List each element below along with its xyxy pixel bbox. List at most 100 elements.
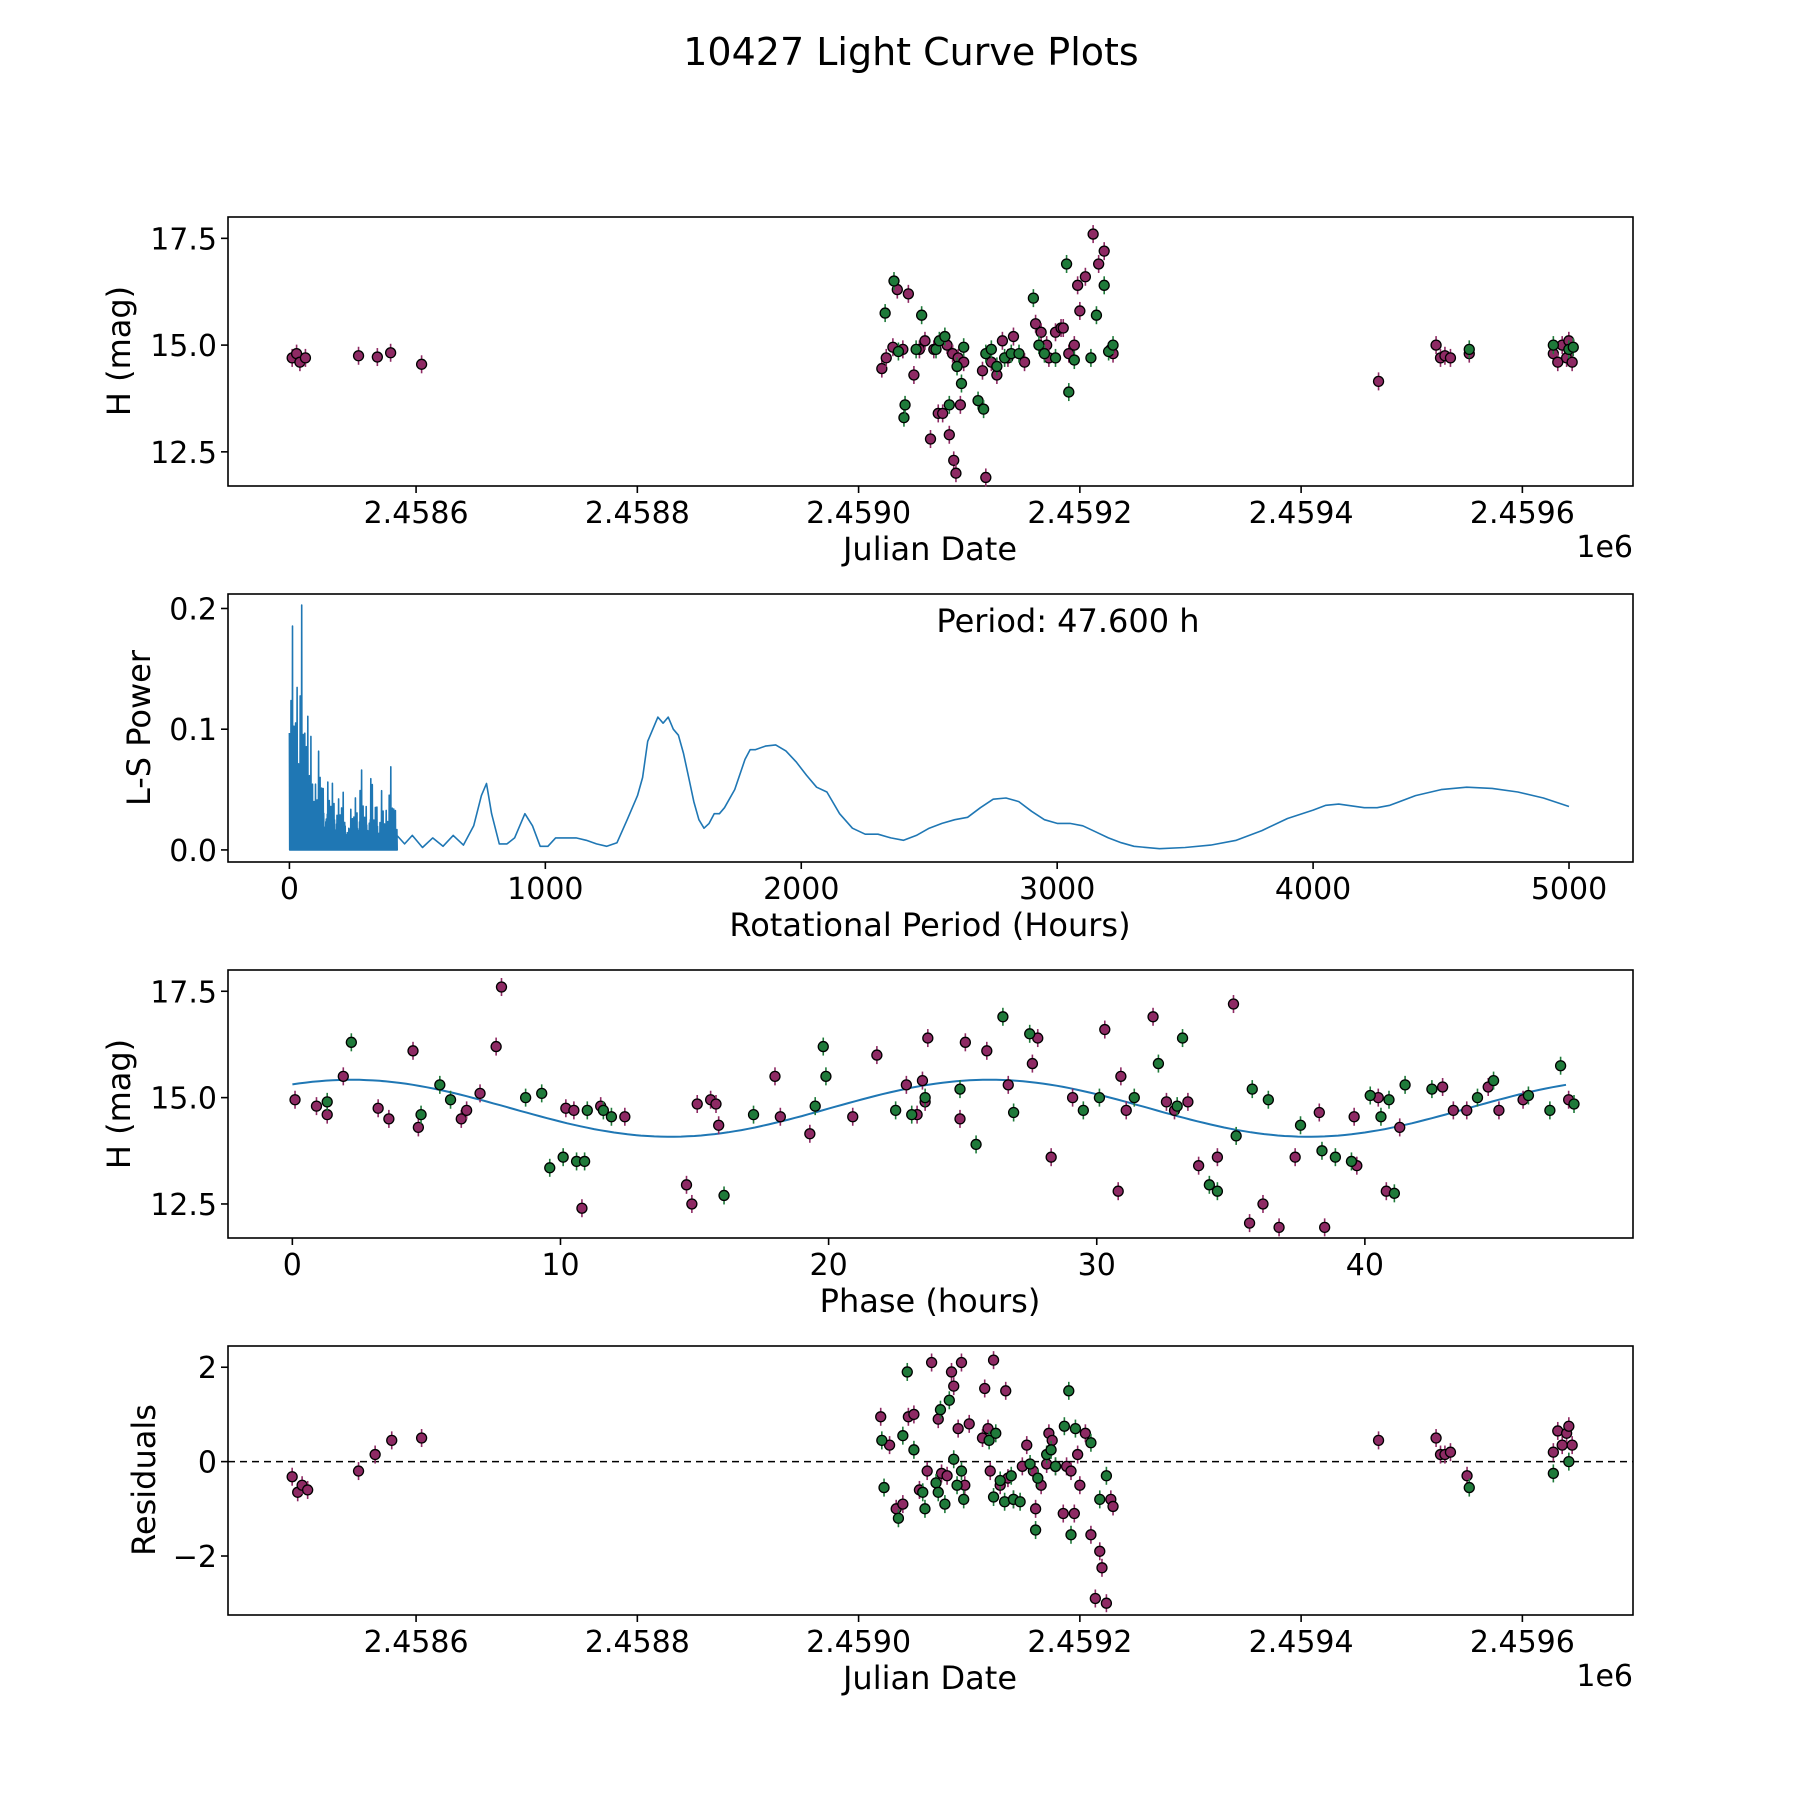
folded-point-purple — [1447, 1104, 1460, 1117]
lightcurve-point-purple — [902, 288, 915, 300]
lightcurve-xtick-label: 2.4594 — [1249, 496, 1354, 531]
residuals-xtick-label: 2.4586 — [364, 1625, 469, 1660]
residuals-point-purple — [369, 1448, 381, 1461]
residuals-points — [228, 1351, 1633, 1613]
lightcurve-point-purple — [1057, 322, 1069, 334]
residuals-xtick-label: 2.4592 — [1027, 1625, 1132, 1660]
residuals-point-purple — [286, 1471, 298, 1483]
residuals-point-purple — [941, 1470, 953, 1482]
folded-point-green — [519, 1091, 532, 1104]
lightcurve-point-green — [892, 345, 905, 358]
residuals-panel: 2.4586 2.4588 2.4590 2.4592 2.4594 2.4596−202… — [125, 1345, 1634, 1697]
folded-point-green — [970, 1138, 982, 1151]
residuals-point-purple — [1079, 1427, 1092, 1439]
residuals-point-purple — [955, 1356, 968, 1369]
folded-point-green — [1568, 1098, 1580, 1110]
residuals-point-purple — [1563, 1420, 1575, 1432]
folded-point-green — [1375, 1111, 1387, 1123]
folded-xtick-label: 40 — [1346, 1248, 1384, 1283]
lightcurve-point-purple — [948, 454, 960, 467]
lightcurve-point-purple — [1035, 326, 1047, 338]
folded-point-green — [1246, 1083, 1258, 1095]
residuals-point-purple — [952, 1422, 964, 1435]
residuals-point-purple — [987, 1354, 1000, 1366]
lightcurve-point-purple — [950, 467, 962, 479]
folded-point-green — [1399, 1079, 1411, 1091]
residuals-point-green — [951, 1479, 963, 1491]
folded-point-purple — [1160, 1096, 1173, 1108]
residuals-ytick-label: 0 — [198, 1446, 217, 1481]
residuals-point-green — [1085, 1437, 1097, 1449]
residuals-offset-text: 1e6 — [1576, 1659, 1633, 1694]
lightcurve-xtick-label: 2.4592 — [1027, 496, 1132, 531]
folded-point-purple — [1112, 1185, 1124, 1197]
lightcurve-point-green — [1068, 354, 1080, 366]
periodogram-xtick-label: 2000 — [763, 872, 839, 907]
lightcurve-point-purple — [937, 407, 949, 420]
folded-point-purple — [847, 1111, 859, 1123]
residuals-point-purple — [945, 1366, 958, 1378]
lightcurve-axes-frame — [227, 216, 1634, 487]
folded-point-purple — [1493, 1104, 1505, 1117]
folded-point-green — [578, 1155, 591, 1168]
lightcurve-point-green — [1090, 309, 1103, 321]
folded-point-purple — [686, 1198, 698, 1210]
folded-point-purple — [310, 1100, 323, 1112]
folded-ticks: 0 10 20 30 40 12.5 15.0 17.5 — [150, 975, 1384, 1283]
folded-point-green — [809, 1100, 821, 1112]
folded-point-purple — [576, 1202, 588, 1214]
lightcurve-point-purple — [1372, 375, 1385, 388]
residuals-point-green — [994, 1474, 1006, 1487]
residuals-point-green — [1563, 1455, 1575, 1468]
folded-points — [289, 978, 1580, 1237]
folded-point-green — [1077, 1104, 1089, 1117]
residuals-point-purple — [1461, 1470, 1473, 1482]
lightcurve-point-purple — [876, 362, 888, 375]
residuals-point-purple — [979, 1382, 991, 1395]
folded-point-purple — [680, 1179, 693, 1191]
lightcurve-point-purple — [919, 335, 931, 347]
periodogram-xtick-label: 3000 — [1019, 872, 1095, 907]
residuals-point-green — [876, 1434, 888, 1447]
folded-point-green — [557, 1151, 569, 1163]
residuals-point-green — [1069, 1422, 1082, 1435]
lightcurve-point-purple — [1079, 271, 1092, 283]
folded-point-green — [747, 1108, 760, 1121]
folded-point-green — [1211, 1185, 1224, 1197]
folded-point-purple — [619, 1111, 631, 1123]
residuals-point-green — [1032, 1472, 1044, 1484]
residuals-point-purple — [908, 1408, 920, 1421]
residuals-point-green — [1005, 1470, 1017, 1482]
residuals-point-green — [1547, 1467, 1559, 1480]
residuals-point-green — [987, 1491, 1000, 1503]
residuals-point-green — [943, 1394, 955, 1406]
folded-point-purple — [1227, 998, 1240, 1010]
lightcurve-xtick-label: 2.4596 — [1470, 496, 1575, 531]
folded-point-purple — [1147, 1011, 1159, 1023]
lightcurve-point-green — [898, 412, 910, 424]
folded-point-purple — [1182, 1096, 1194, 1108]
folded-point-green — [1388, 1187, 1401, 1199]
residuals-point-purple — [1094, 1545, 1106, 1557]
lightcurve-ytick-label: 15.0 — [150, 329, 217, 364]
folded-point-green — [1203, 1179, 1216, 1191]
folded-point-purple — [1394, 1121, 1406, 1134]
folded-point-purple — [372, 1102, 384, 1114]
folded-point-purple — [954, 1113, 966, 1125]
lightcurve-point-purple — [384, 347, 397, 359]
residuals-point-purple — [302, 1484, 314, 1496]
folded-point-purple — [1026, 1057, 1039, 1070]
lightcurve-point-green — [943, 399, 955, 411]
residuals-point-purple — [1029, 1503, 1042, 1515]
lightcurve-point-green — [1027, 292, 1040, 304]
residuals-point-green — [955, 1465, 968, 1477]
lightcurve-point-green — [910, 343, 922, 356]
fit-model-curve — [292, 1078, 1567, 1138]
folded-point-green — [1294, 1119, 1307, 1131]
residuals-point-green — [930, 1477, 942, 1489]
folded-point-purple — [1319, 1221, 1331, 1234]
period-annotation: Period: 47.600 h — [936, 602, 1199, 640]
folded-point-green — [906, 1108, 918, 1121]
folded-point-green — [1176, 1032, 1189, 1044]
folded-point-purple — [871, 1049, 883, 1061]
